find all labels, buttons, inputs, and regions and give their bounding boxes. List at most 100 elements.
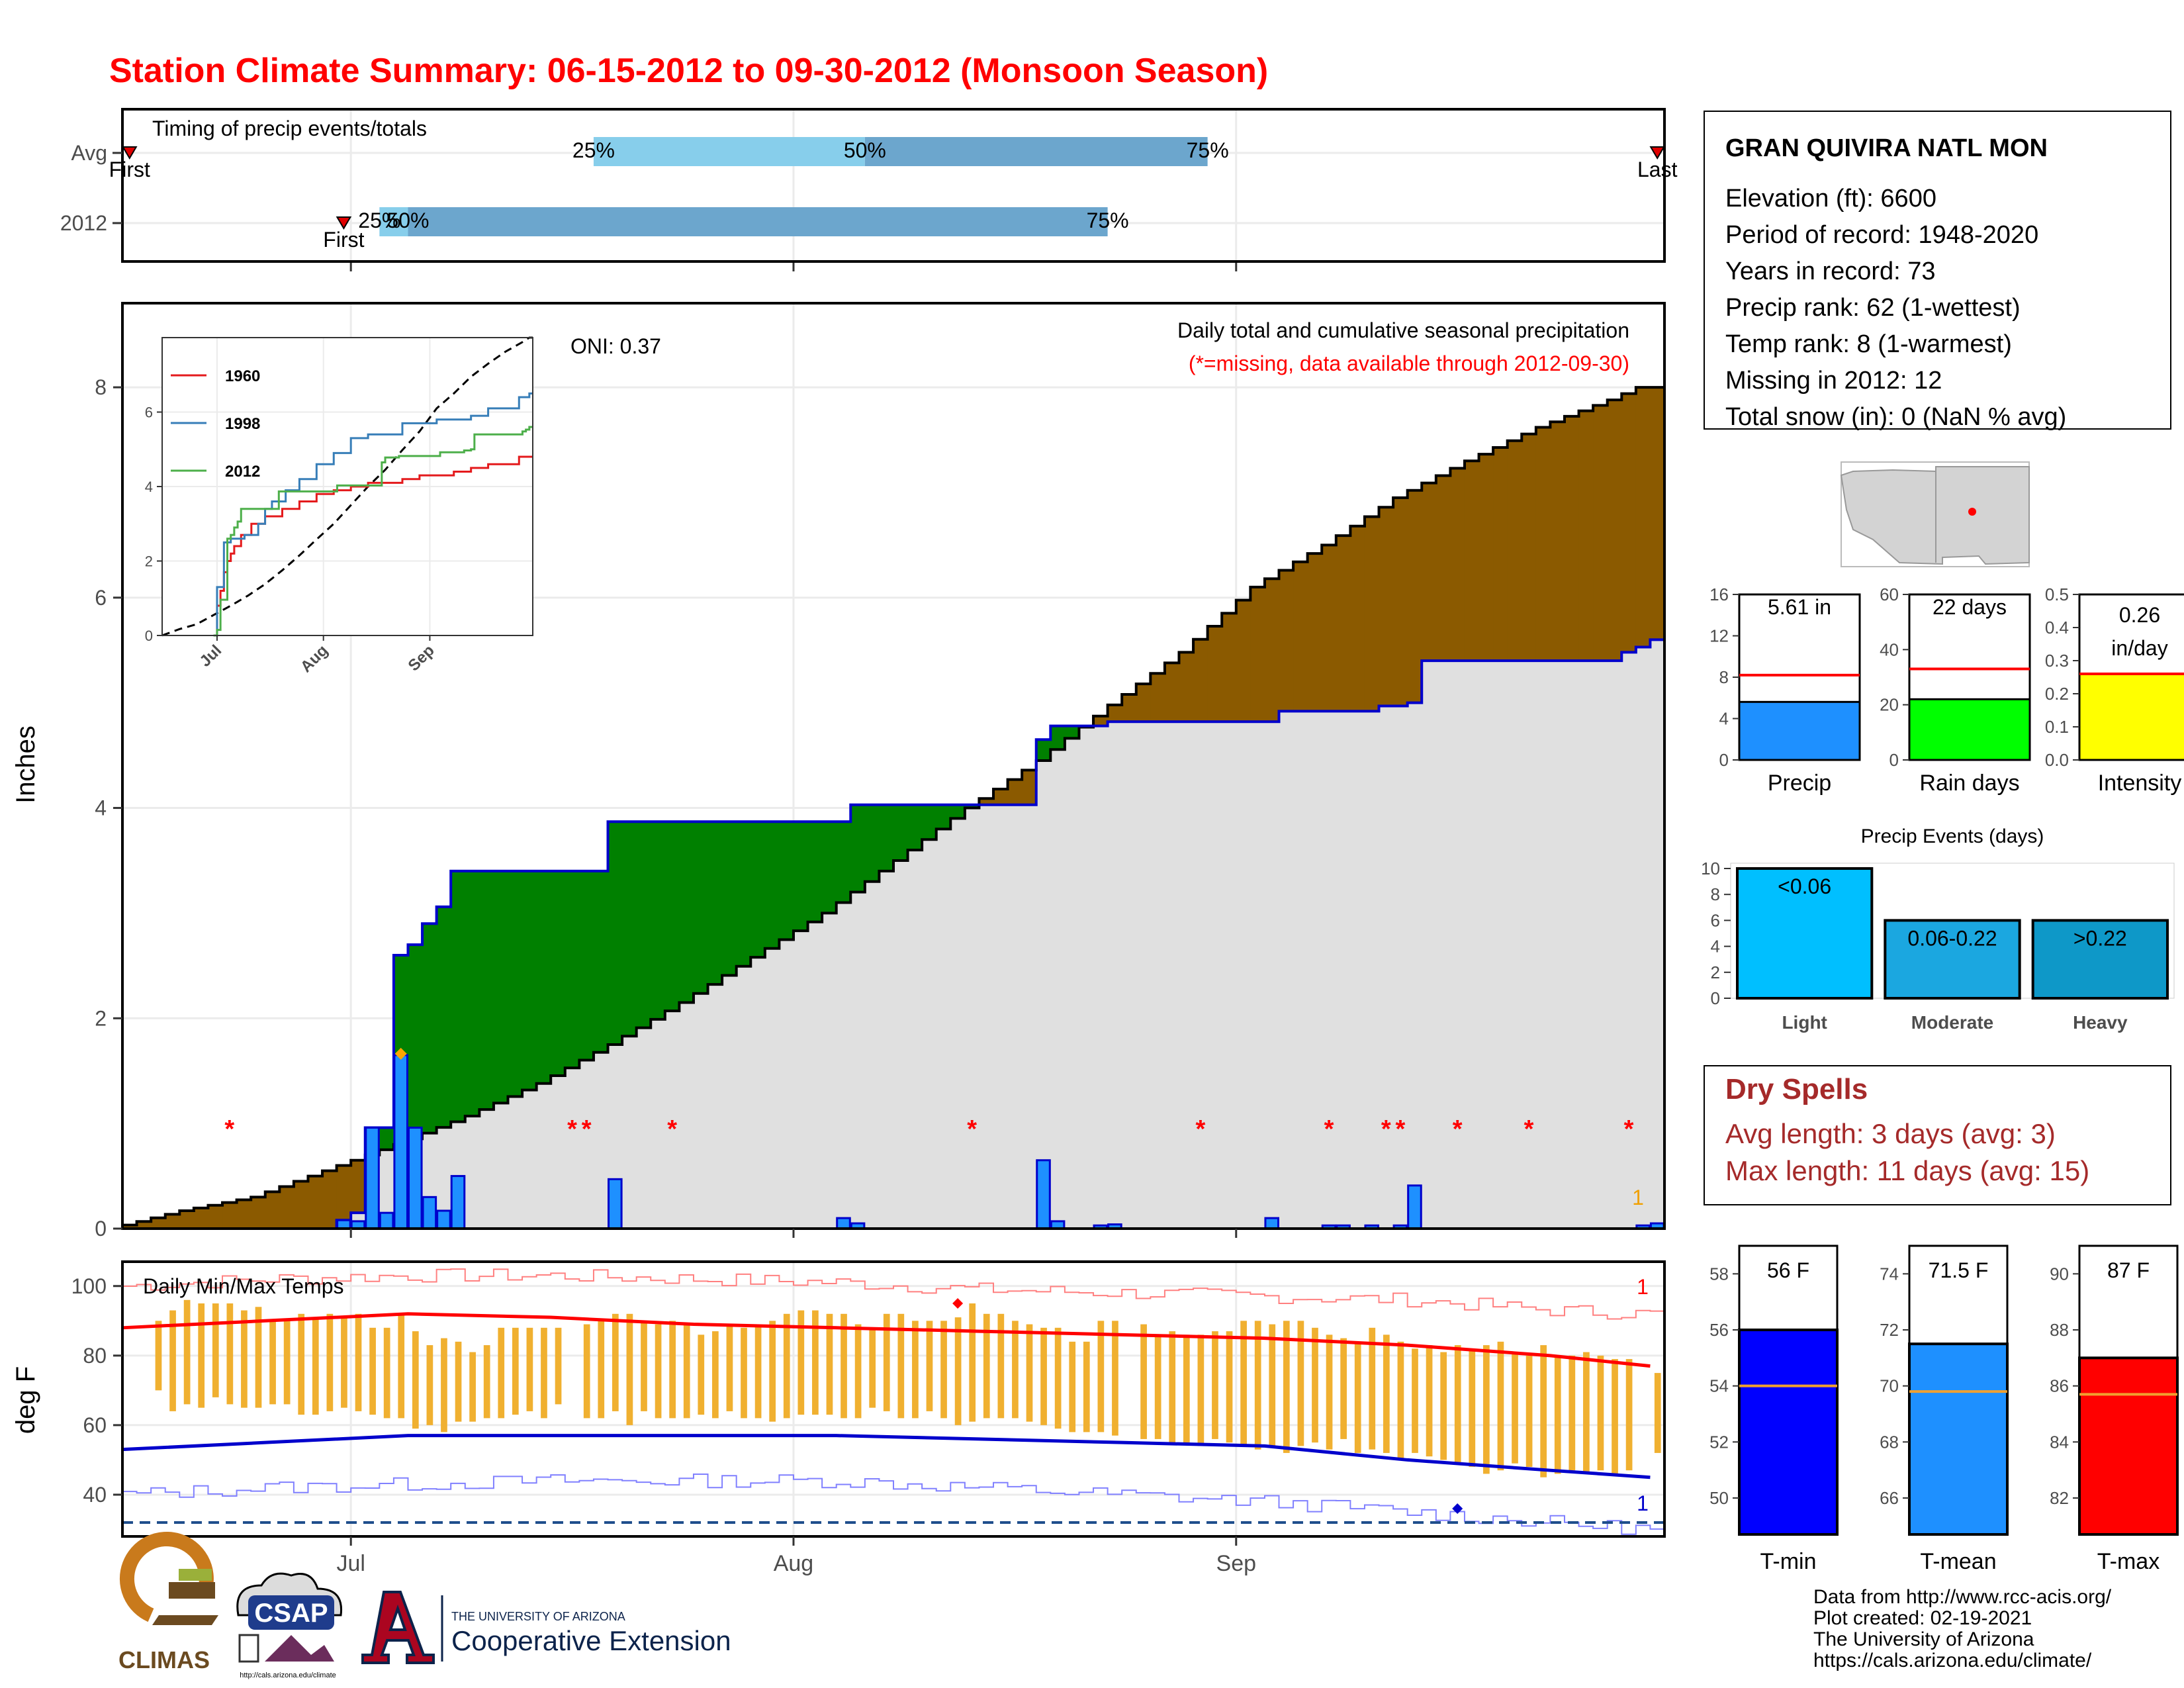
temp-daily-bar	[683, 1324, 690, 1419]
missing-day-marker: *	[582, 1115, 592, 1143]
temp-daily-bar	[754, 1324, 762, 1419]
precip-deficit-fill	[1535, 427, 1551, 661]
precip-below-fill	[822, 913, 837, 1229]
gauge-y-tick-label: 0	[1889, 750, 1899, 770]
missing-day-marker: *	[1195, 1115, 1205, 1143]
ua-logo-small-text: THE UNIVERSITY OF ARIZONA	[451, 1610, 625, 1623]
precip-below-fill	[565, 1068, 580, 1229]
precip-below-fill	[1650, 639, 1665, 1229]
precip-below-fill	[879, 870, 894, 1229]
temp-daily-bar	[1226, 1331, 1233, 1443]
temp-daily-bar	[712, 1331, 719, 1419]
precip-below-fill	[793, 931, 809, 1229]
temp-daily-bar	[912, 1321, 919, 1419]
precip-deficit-fill	[1179, 652, 1194, 722]
precip-surplus-fill	[608, 821, 623, 1045]
temp-daily-bar	[1269, 1324, 1276, 1446]
temp-daily-bar	[1554, 1355, 1561, 1474]
precip-y-ticks: 0 2 4 6 8	[95, 375, 122, 1241]
gauge-bar	[1908, 698, 2031, 761]
precip-deficit-fill	[1550, 422, 1565, 661]
precip-below-fill	[1164, 722, 1179, 1229]
precip-surplus-fill	[636, 821, 651, 1028]
temp-gauge-y-tick-label: 82	[2050, 1488, 2069, 1508]
precip-deficit-fill	[1422, 483, 1437, 661]
precip-below-fill	[950, 818, 966, 1229]
temp-daily-bar	[1312, 1327, 1318, 1443]
precip-deficit-fill	[1207, 626, 1222, 722]
precip-surplus-fill	[850, 804, 866, 892]
precip-deficit-fill	[1650, 387, 1665, 640]
event-bar-label: 0.06-0.22	[1907, 926, 1997, 950]
csap-logo: CSAP http://cals.arizona.edu/climate	[236, 1572, 343, 1679]
inset-legend-label: 2012	[225, 463, 260, 481]
precip-deficit-fill	[1136, 684, 1151, 722]
timing-marker-label: Last	[1637, 158, 1678, 181]
temp-frame	[121, 1260, 1666, 1538]
temp-daily-bar	[1054, 1327, 1062, 1429]
precip-surplus-fill	[822, 821, 837, 914]
station-info-line: Temp rank: 8 (1-warmest)	[1725, 330, 2012, 358]
precip-below-fill	[1621, 652, 1637, 1229]
temp-daily-bar	[854, 1324, 862, 1419]
station-info-line: Missing in 2012: 12	[1725, 367, 1942, 395]
station-info-box: GRAN QUIVIRA NATL MON Elevation (ft): 66…	[1704, 111, 2171, 431]
observed-cumulative-line	[122, 638, 1664, 1230]
gauge-y-tick-label: 16	[1709, 585, 1729, 604]
precip-surplus-fill	[422, 923, 437, 1133]
temp-daily-bar	[741, 1327, 747, 1419]
precip-surplus-fill	[508, 870, 523, 1097]
precip-below-fill	[1193, 722, 1208, 1229]
precip-deficit-fill	[1607, 400, 1622, 661]
precip-deficit-fill	[1250, 586, 1265, 722]
temp-daily-bar	[183, 1299, 191, 1405]
temp-daily-bar	[355, 1313, 362, 1411]
precip-events-title: Precip Events (days)	[1861, 825, 2044, 847]
temp-daily-bar	[1512, 1352, 1518, 1464]
gauge-bar	[2078, 673, 2184, 761]
precip-surplus-fill	[536, 870, 551, 1084]
precip-surplus-fill	[836, 821, 851, 903]
temp-daily-bar	[326, 1313, 334, 1411]
precip-surplus-fill	[679, 821, 694, 1003]
station-info-line: Elevation (ft): 6600	[1725, 185, 1936, 212]
temp-daily-bar	[1483, 1345, 1490, 1474]
temp-x-tick-label: Sep	[1216, 1551, 1257, 1576]
temp-daily-bar	[269, 1321, 276, 1405]
precip-surplus-fill	[907, 804, 923, 851]
precip-deficit-fill	[1122, 694, 1137, 722]
precip-deficit-fill	[151, 1217, 166, 1229]
record-max-line	[122, 1268, 1664, 1320]
precip-deficit-fill	[165, 1214, 180, 1229]
precip-surplus-fill	[693, 821, 709, 994]
timing-pct-label: 75%	[1187, 138, 1229, 162]
precip-below-fill	[465, 1116, 480, 1229]
temp-gauge-value-label: 71.5 F	[1929, 1258, 1989, 1282]
precip-y-tick-label: 2	[95, 1006, 107, 1030]
precip-below-fill	[1578, 661, 1594, 1229]
temp-daily-bar	[1340, 1338, 1347, 1439]
precip-below-fill	[907, 850, 923, 1229]
temp-daily-bar	[412, 1331, 419, 1429]
temp-daily-bar	[841, 1313, 847, 1419]
temp-gauge-y-tick-label: 86	[2050, 1376, 2069, 1396]
inset-y-tick-label: 4	[145, 479, 153, 495]
ua-cooperative-extension-logo: THE UNIVERSITY OF ARIZONA Cooperative Ex…	[361, 1591, 731, 1664]
daily-precip-bar	[1264, 1217, 1279, 1230]
timing-pct-label: 75%	[1087, 209, 1129, 232]
temp-daily-bar	[1283, 1321, 1290, 1453]
temp-daily-bar	[983, 1313, 990, 1419]
dry-spells-box: Dry Spells Avg length: 3 days (avg: 3) M…	[1704, 1065, 2171, 1205]
precip-deficit-fill	[222, 1202, 238, 1229]
precip-below-fill	[379, 1149, 394, 1229]
precip-y-tick-label: 8	[95, 375, 107, 399]
precip-surplus-fill	[451, 870, 466, 1122]
max-daily-marker	[394, 1047, 407, 1060]
precip-below-fill	[707, 984, 723, 1229]
precip-daily-bars	[336, 1047, 1665, 1230]
temp-daily-bar	[441, 1338, 447, 1432]
temp-record-point	[952, 1298, 964, 1309]
precip-below-fill	[807, 921, 823, 1229]
gauge-y-tick-label: 12	[1709, 626, 1729, 646]
